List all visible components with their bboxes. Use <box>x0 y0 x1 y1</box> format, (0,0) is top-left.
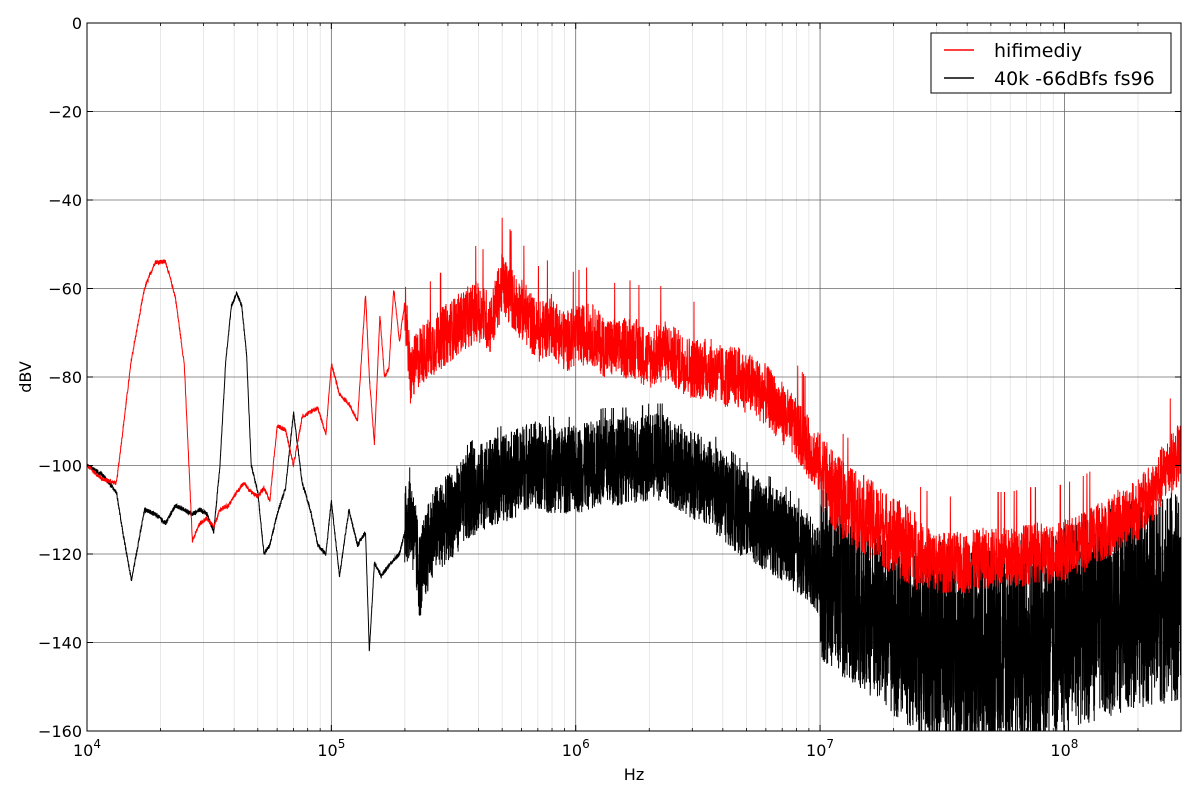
y-tick-label: −40 <box>48 191 82 210</box>
y-tick-label: −100 <box>38 457 82 476</box>
x-tick-label: 108 <box>1050 737 1078 760</box>
x-tick-label: 105 <box>317 737 345 760</box>
y-tick-label: −160 <box>38 722 82 741</box>
x-tick-label: 106 <box>562 737 590 760</box>
y-tick-label: −60 <box>48 280 82 299</box>
y-axis-label: dBV <box>16 361 35 393</box>
legend-box <box>930 32 1172 94</box>
plot-area <box>87 217 1181 731</box>
y-tick-labels: 0 −20 −40 −60 −80 −100 −120 −140 −160 <box>38 14 82 741</box>
y-tick-label: −20 <box>48 103 82 122</box>
legend-entry-hifimediy: hifimediy <box>994 40 1082 62</box>
axis-ticks <box>86 22 1181 732</box>
y-tick-label: −140 <box>38 634 82 653</box>
x-tick-label: 104 <box>73 737 101 760</box>
y-tick-label: 0 <box>72 14 82 33</box>
x-axis-label: Hz <box>624 765 644 784</box>
legend-entry-40k: 40k -66dBfs fs96 <box>994 68 1155 90</box>
x-tick-label: 107 <box>806 737 834 760</box>
series-line-40k-66dbfs-fs96 <box>87 291 1181 731</box>
y-tick-label: −120 <box>38 545 82 564</box>
x-tick-labels: 104 105 106 107 108 <box>73 737 1078 760</box>
y-tick-label: −80 <box>48 368 82 387</box>
series-line-hifimediy <box>87 217 1181 594</box>
legend: hifimediy 40k -66dBfs fs96 <box>930 32 1172 94</box>
series-layer <box>87 217 1181 731</box>
